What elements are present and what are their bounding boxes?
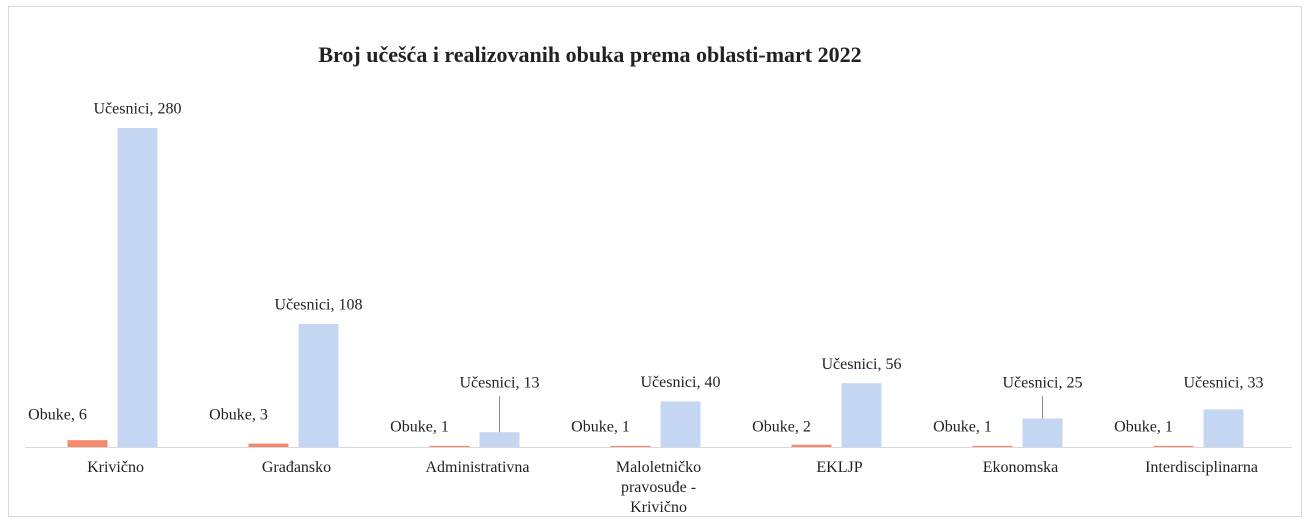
bar bbox=[972, 445, 1013, 447]
bar bbox=[429, 445, 470, 447]
data-label: Obuke, 2 bbox=[752, 419, 811, 436]
x-tick-label: Administrativna bbox=[425, 459, 530, 476]
data-label: Učesnici, 56 bbox=[822, 356, 902, 373]
data-label: Obuke, 6 bbox=[28, 407, 87, 424]
bar bbox=[660, 401, 701, 447]
chart-border bbox=[8, 6, 1302, 517]
x-tick-label: Maloletničko pravosuđe - Krivično bbox=[615, 459, 702, 516]
data-label: Obuke, 3 bbox=[209, 407, 268, 424]
data-label: Obuke, 1 bbox=[933, 419, 992, 436]
bar bbox=[1022, 418, 1063, 447]
bar bbox=[841, 383, 882, 447]
x-tick-label-box: Krivično bbox=[87, 459, 144, 476]
data-label: Učesnici, 25 bbox=[1003, 375, 1083, 392]
bar bbox=[117, 128, 158, 447]
x-tick-label: Građansko bbox=[261, 459, 332, 476]
bar bbox=[791, 444, 832, 447]
x-tick-label-box: Administrativna bbox=[425, 459, 530, 476]
bar bbox=[298, 323, 339, 447]
chart-title: Broj učešća i realizovanih obuka prema o… bbox=[318, 42, 861, 67]
data-label: Učesnici, 280 bbox=[94, 101, 182, 118]
data-label: Učesnici, 13 bbox=[460, 375, 540, 392]
x-tick-label: EKLJP bbox=[816, 459, 863, 476]
x-tick-label-box: EKLJP bbox=[816, 459, 863, 476]
data-label: Obuke, 1 bbox=[1114, 419, 1173, 436]
bar bbox=[1203, 409, 1244, 447]
x-tick-label-box: Građansko bbox=[261, 459, 332, 476]
data-label: Učesnici, 33 bbox=[1184, 375, 1264, 392]
x-tick-label-box: Interdisciplinarna bbox=[1145, 459, 1258, 476]
x-tick-label: Krivično bbox=[87, 459, 144, 476]
data-label: Obuke, 1 bbox=[571, 419, 630, 436]
bar bbox=[248, 443, 289, 447]
bar bbox=[610, 445, 651, 447]
data-label: Obuke, 1 bbox=[390, 419, 449, 436]
data-label: Učesnici, 40 bbox=[641, 374, 721, 391]
bar bbox=[479, 432, 520, 447]
bar bbox=[1153, 445, 1194, 447]
data-label: Učesnici, 108 bbox=[275, 297, 363, 314]
x-tick-label-box: Maloletničko pravosuđe - Krivično bbox=[615, 459, 702, 516]
x-tick-label-box: Ekonomska bbox=[982, 459, 1059, 476]
bar bbox=[67, 440, 108, 447]
x-tick-label: Ekonomska bbox=[982, 459, 1059, 476]
x-tick-label: Interdisciplinarna bbox=[1145, 459, 1258, 476]
